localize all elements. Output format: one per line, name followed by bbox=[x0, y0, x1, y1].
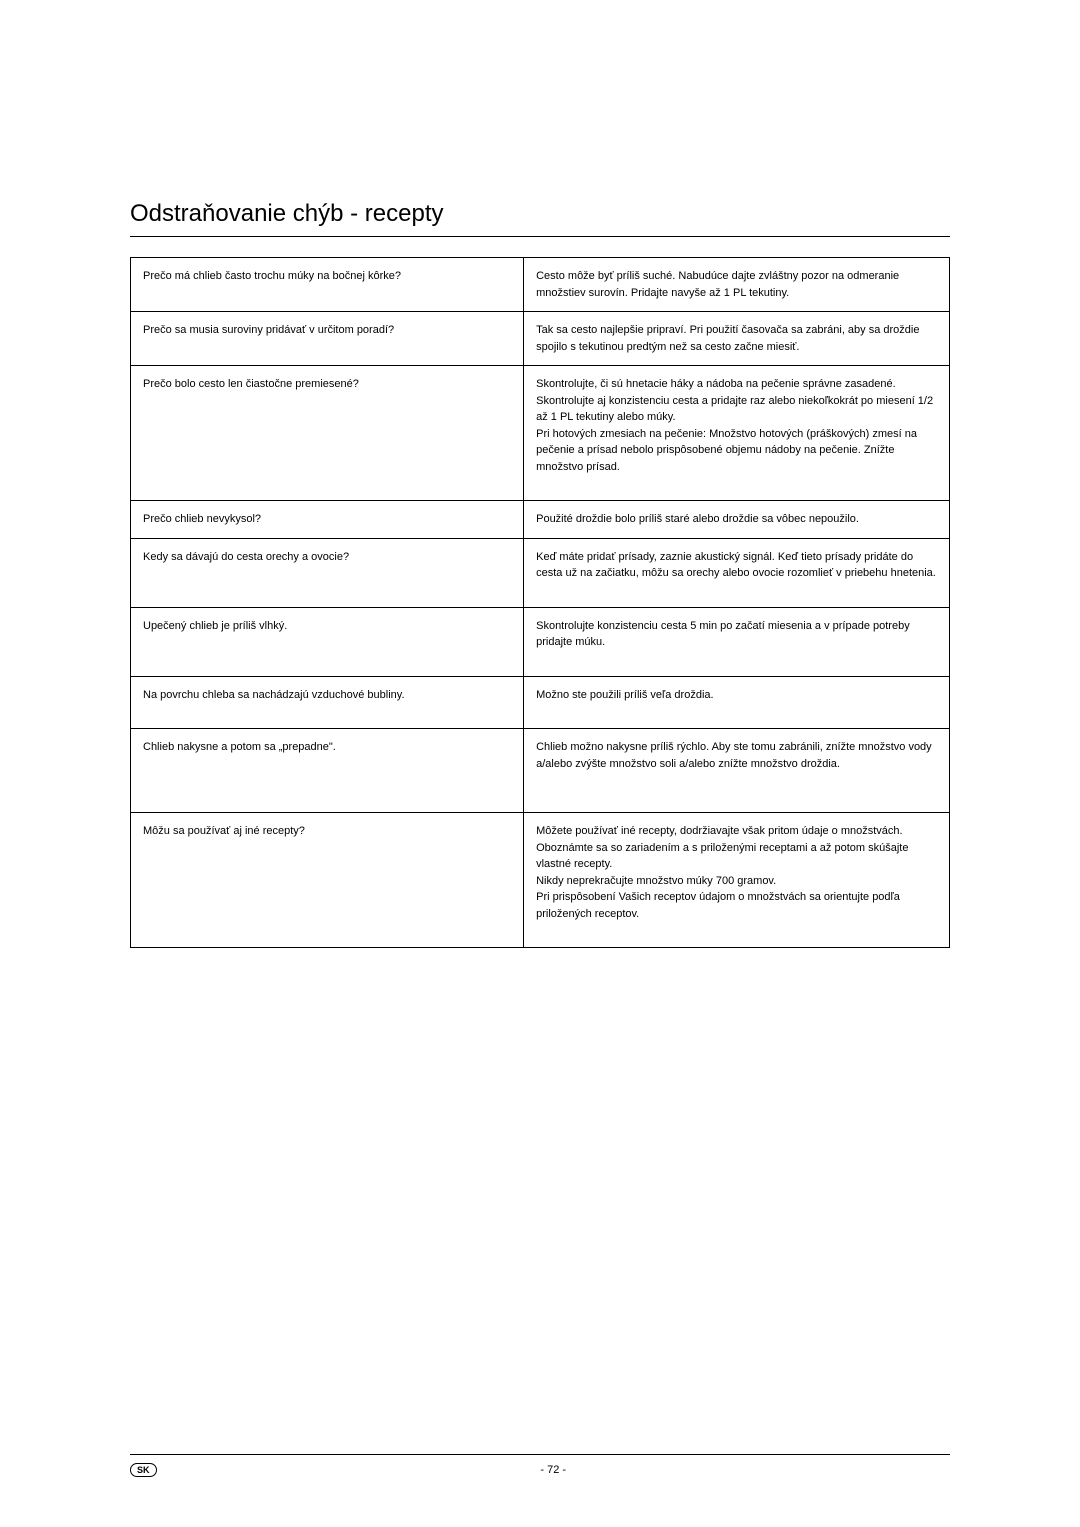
table-row: Prečo bolo cesto len čiastočne premiesen… bbox=[131, 366, 950, 501]
question-cell: Môžu sa používať aj iné recepty? bbox=[131, 813, 524, 948]
table-row: Na povrchu chleba sa nachádzajú vzduchov… bbox=[131, 676, 950, 729]
answer-cell: Keď máte pridať prísady, zaznie akustick… bbox=[524, 538, 950, 607]
question-cell: Prečo bolo cesto len čiastočne premiesen… bbox=[131, 366, 524, 501]
answer-cell: Môžete používať iné recepty, dodržiavajt… bbox=[524, 813, 950, 948]
question-cell: Upečený chlieb je príliš vlhký. bbox=[131, 607, 524, 676]
table-row: Prečo má chlieb často trochu múky na boč… bbox=[131, 258, 950, 312]
answer-cell: Skontrolujte konzistenciu cesta 5 min po… bbox=[524, 607, 950, 676]
table-row: Prečo chlieb nevykysol?Použité droždie b… bbox=[131, 501, 950, 539]
answer-cell: Cesto môže byť príliš suché. Nabudúce da… bbox=[524, 258, 950, 312]
page-title: Odstraňovanie chýb - recepty bbox=[130, 200, 950, 228]
table-row: Upečený chlieb je príliš vlhký.Skontrolu… bbox=[131, 607, 950, 676]
answer-cell: Chlieb možno nakysne príliš rýchlo. Aby … bbox=[524, 729, 950, 813]
answer-cell: Tak sa cesto najlepšie pripraví. Pri pou… bbox=[524, 312, 950, 366]
answer-cell: Možno ste použili príliš veľa droždia. bbox=[524, 676, 950, 729]
table-row: Chlieb nakysne a potom sa „prepadne".Chl… bbox=[131, 729, 950, 813]
question-cell: Kedy sa dávajú do cesta orechy a ovocie? bbox=[131, 538, 524, 607]
troubleshooting-table: Prečo má chlieb často trochu múky na boč… bbox=[130, 257, 950, 948]
question-cell: Prečo chlieb nevykysol? bbox=[131, 501, 524, 539]
question-cell: Chlieb nakysne a potom sa „prepadne". bbox=[131, 729, 524, 813]
language-badge: SK bbox=[130, 1463, 157, 1477]
page-footer: SK - 72 - bbox=[130, 1454, 950, 1477]
answer-cell: Skontrolujte, či sú hnetacie háky a nádo… bbox=[524, 366, 950, 501]
title-underline bbox=[130, 236, 950, 237]
question-cell: Na povrchu chleba sa nachádzajú vzduchov… bbox=[131, 676, 524, 729]
answer-cell: Použité droždie bolo príliš staré alebo … bbox=[524, 501, 950, 539]
table-row: Môžu sa používať aj iné recepty?Môžete p… bbox=[131, 813, 950, 948]
table-row: Prečo sa musia suroviny pridávať v určit… bbox=[131, 312, 950, 366]
table-row: Kedy sa dávajú do cesta orechy a ovocie?… bbox=[131, 538, 950, 607]
page-number: - 72 - bbox=[157, 1464, 950, 1476]
question-cell: Prečo sa musia suroviny pridávať v určit… bbox=[131, 312, 524, 366]
question-cell: Prečo má chlieb často trochu múky na boč… bbox=[131, 258, 524, 312]
